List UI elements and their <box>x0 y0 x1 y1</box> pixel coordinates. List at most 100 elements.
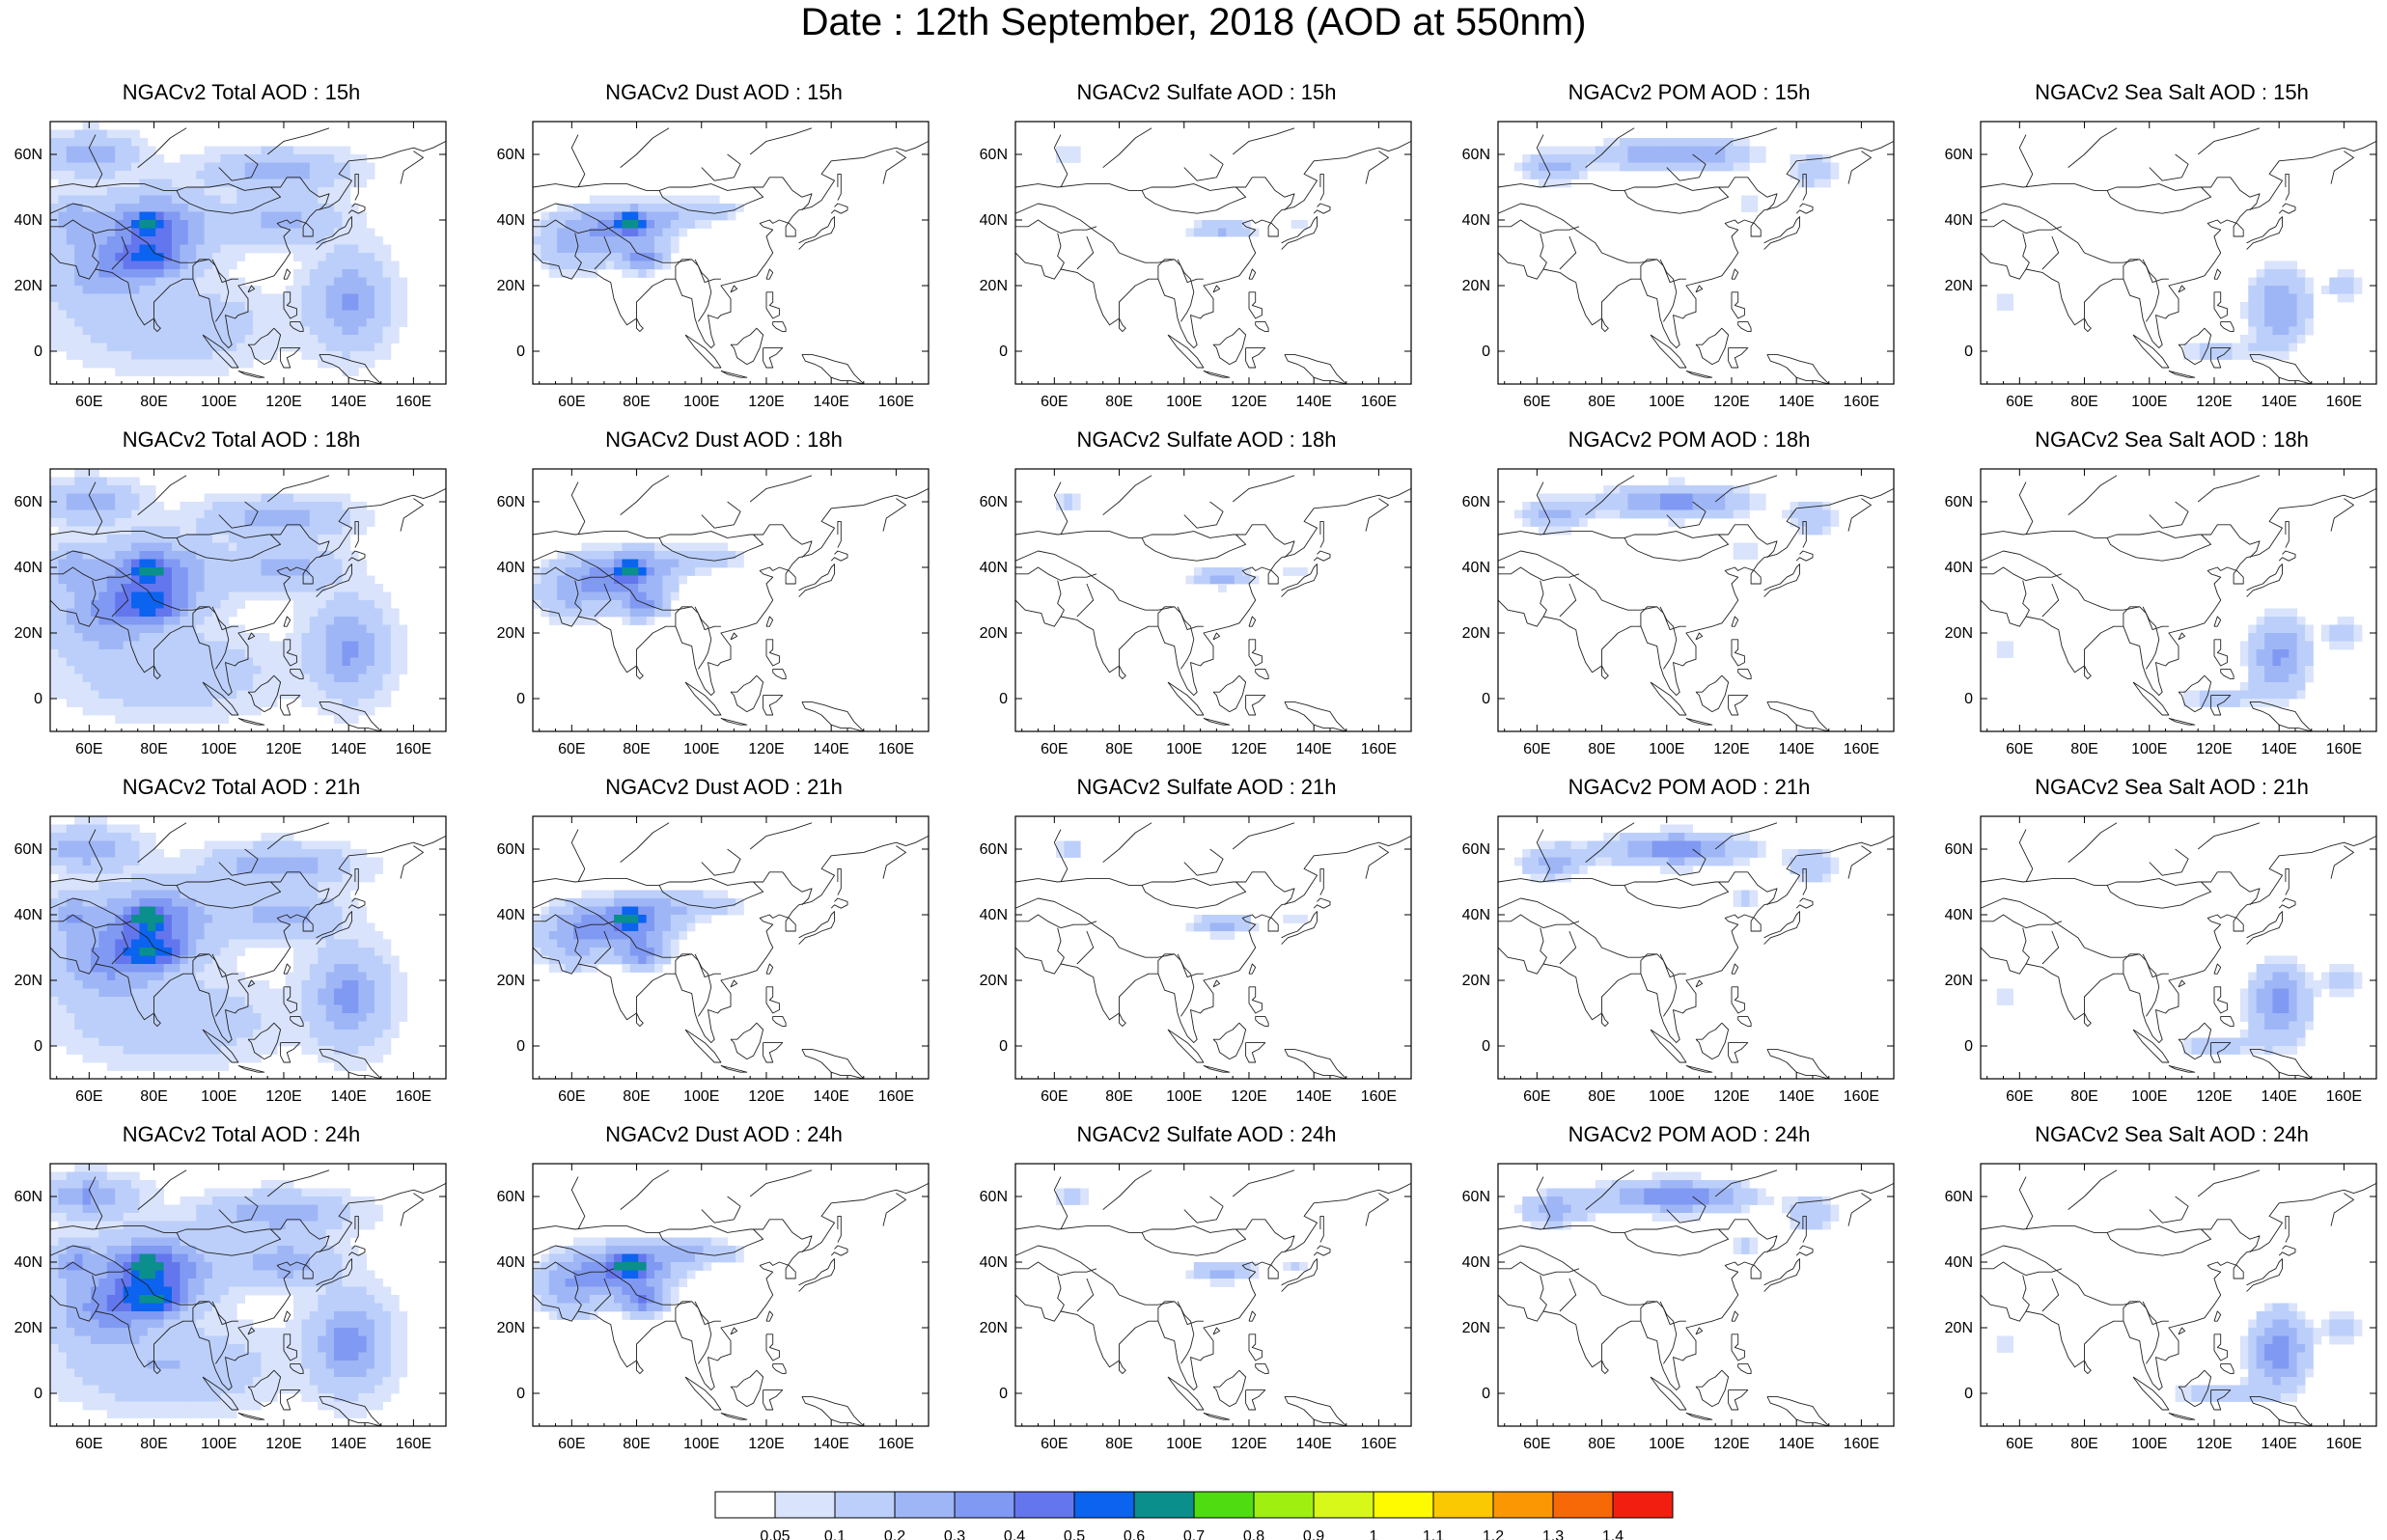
lon-tick-label: 100E <box>2131 394 2167 410</box>
lon-tick-label: 100E <box>683 394 719 410</box>
aod-field <box>50 1164 446 1426</box>
lat-tick-label: 60N <box>14 494 42 510</box>
colorbar-swatch <box>1432 1491 1494 1519</box>
colorbar-swatch <box>1133 1491 1195 1519</box>
lon-tick-label: 100E <box>201 741 236 757</box>
coastline <box>1498 475 1894 731</box>
lon-tick-label: 100E <box>1166 741 1202 757</box>
lon-tick-label: 160E <box>1361 741 1397 757</box>
lat-tick-label: 40N <box>1945 212 1973 229</box>
lat-tick-label: 0 <box>34 344 42 360</box>
lat-tick-label: 20N <box>14 973 42 989</box>
map-plot: 60E 80E 100E 120E 140E 160E 0 20N 40N 60N <box>497 468 930 757</box>
panel-title: NGACv2 POM AOD : 24h <box>1568 1122 1811 1146</box>
coastline <box>1015 475 1411 731</box>
lat-tick-label: 0 <box>34 1386 42 1402</box>
lat-tick-label: 40N <box>14 1254 42 1271</box>
lat-tick-label: 40N <box>980 212 1008 229</box>
panel-title: NGACv2 Dust AOD : 24h <box>605 1122 843 1146</box>
lat-tick-label: 0 <box>1964 1386 1973 1402</box>
map-plot: 60E 80E 100E 120E 140E 160E 0 20N 40N 60N <box>1462 815 1895 1105</box>
lon-tick-label: 160E <box>1361 1088 1397 1105</box>
lat-tick-label: 20N <box>980 1320 1008 1336</box>
map-plot: 60E 80E 100E 120E 140E 160E 0 20N 40N 60N <box>980 121 1412 410</box>
lon-tick-label: 80E <box>623 394 650 410</box>
map-panel-sulfate-3: NGACv2 Sulfate AOD : 21h 60E 80E 100E 120E 14… <box>965 776 1448 1123</box>
lon-tick-label: 160E <box>2326 1436 2362 1452</box>
colorbar-label: 0.5 <box>1064 1528 1085 1540</box>
lon-tick-label: 140E <box>813 741 848 757</box>
lat-tick-label: 60N <box>1462 841 1490 858</box>
aod-field <box>1981 122 2376 384</box>
colorbar-label: 0.4 <box>1004 1528 1025 1540</box>
lat-tick-label: 40N <box>14 560 42 576</box>
lat-tick-label: 0 <box>516 691 525 707</box>
lon-tick-label: 120E <box>748 394 784 410</box>
panel-title: NGACv2 POM AOD : 21h <box>1568 775 1811 799</box>
lat-tick-label: 60N <box>980 147 1008 163</box>
colorbar-swatch <box>894 1491 956 1519</box>
coastline <box>1981 1169 2376 1426</box>
coastline <box>1498 1169 1894 1426</box>
map-panel-total-2: NGACv2 Total AOD : 18h 60E 80E 100E 120E 140E… <box>0 428 483 776</box>
map-panel-seasalt-2: NGACv2 Sea Salt AOD : 18h 60E 80E 100E 120E 1… <box>1930 428 2387 776</box>
lon-tick-label: 60E <box>1041 741 1068 757</box>
lon-tick-label: 120E <box>1713 394 1749 410</box>
panel-title: NGACv2 POM AOD : 18h <box>1568 427 1811 452</box>
lon-tick-label: 60E <box>75 1436 102 1452</box>
lon-tick-label: 100E <box>683 1088 719 1105</box>
lat-tick-label: 0 <box>999 1038 1008 1055</box>
lat-tick-label: 0 <box>1482 344 1490 360</box>
lat-tick-label: 20N <box>497 625 525 642</box>
lon-tick-label: 80E <box>1588 741 1615 757</box>
lon-tick-label: 80E <box>2070 1088 2097 1105</box>
lat-tick-label: 60N <box>497 147 525 163</box>
lon-tick-label: 80E <box>140 741 167 757</box>
panel-title: NGACv2 Total AOD : 15h <box>122 80 361 104</box>
lon-tick-label: 80E <box>2070 1436 2097 1452</box>
lon-tick-label: 80E <box>623 741 650 757</box>
lon-tick-label: 160E <box>396 1436 431 1452</box>
lat-tick-label: 20N <box>1945 278 1973 294</box>
coastline <box>50 822 446 1079</box>
lon-tick-label: 140E <box>2261 394 2296 410</box>
map-panel-pom-2: NGACv2 POM AOD : 18h 60E 80E 100E 120E 140E 16… <box>1448 428 1930 776</box>
lon-tick-label: 80E <box>623 1436 650 1452</box>
lat-tick-label: 60N <box>497 494 525 510</box>
lon-tick-label: 60E <box>1041 1436 1068 1452</box>
lat-tick-label: 60N <box>1462 147 1490 163</box>
lon-tick-label: 160E <box>878 1436 914 1452</box>
map-plot: 60E 80E 100E 120E 140E 160E 0 20N 40N 60N <box>1462 121 1895 410</box>
lat-tick-label: 40N <box>14 907 42 923</box>
lon-tick-label: 60E <box>558 394 585 410</box>
colorbar-label: 0.9 <box>1303 1528 1324 1540</box>
lat-tick-label: 60N <box>14 841 42 858</box>
lon-tick-label: 80E <box>1105 1088 1132 1105</box>
lon-tick-label: 100E <box>1166 1088 1202 1105</box>
lat-tick-label: 0 <box>516 1386 525 1402</box>
panel-title: NGACv2 Sulfate AOD : 15h <box>1076 80 1337 104</box>
lon-tick-label: 140E <box>813 1088 848 1105</box>
lon-tick-label: 80E <box>1588 1088 1615 1105</box>
lat-tick-label: 40N <box>1462 907 1490 923</box>
colorbar-swatch <box>1492 1491 1554 1519</box>
map-plot: 60E 80E 100E 120E 140E 160E 0 20N 40N 60N <box>1462 1163 1895 1452</box>
lon-tick-label: 80E <box>1105 741 1132 757</box>
map-panel-sulfate-2: NGACv2 Sulfate AOD : 18h 60E 80E 100E 120E 14… <box>965 428 1448 776</box>
aod-field <box>533 1164 929 1426</box>
map-plot: 60E 80E 100E 120E 140E 160E 0 20N 40N 60N <box>497 1163 930 1452</box>
lon-tick-label: 140E <box>1778 1088 1814 1105</box>
map-plot: 60E 80E 100E 120E 140E 160E 0 20N 40N 60N <box>980 1163 1412 1452</box>
colorbar-label: 0.6 <box>1124 1528 1145 1540</box>
lon-tick-label: 140E <box>2261 1088 2296 1105</box>
lon-tick-label: 160E <box>878 741 914 757</box>
lon-tick-label: 160E <box>1844 741 1879 757</box>
map-panel-pom-1: NGACv2 POM AOD : 15h 60E 80E 100E 120E 140E 16… <box>1448 81 1930 428</box>
map-panel-dust-4: NGACv2 Dust AOD : 24h 60E 80E 100E 120E 140E 1… <box>483 1123 965 1471</box>
lon-tick-label: 160E <box>1844 394 1879 410</box>
lat-tick-label: 40N <box>1462 560 1490 576</box>
map-panel-seasalt-4: NGACv2 Sea Salt AOD : 24h 60E 80E 100E 120E 1… <box>1930 1123 2387 1471</box>
colorbar-label: 1.4 <box>1602 1528 1624 1540</box>
lon-tick-label: 60E <box>75 741 102 757</box>
map-plot: 60E 80E 100E 120E 140E 160E 0 20N 40N 60N <box>497 121 930 410</box>
